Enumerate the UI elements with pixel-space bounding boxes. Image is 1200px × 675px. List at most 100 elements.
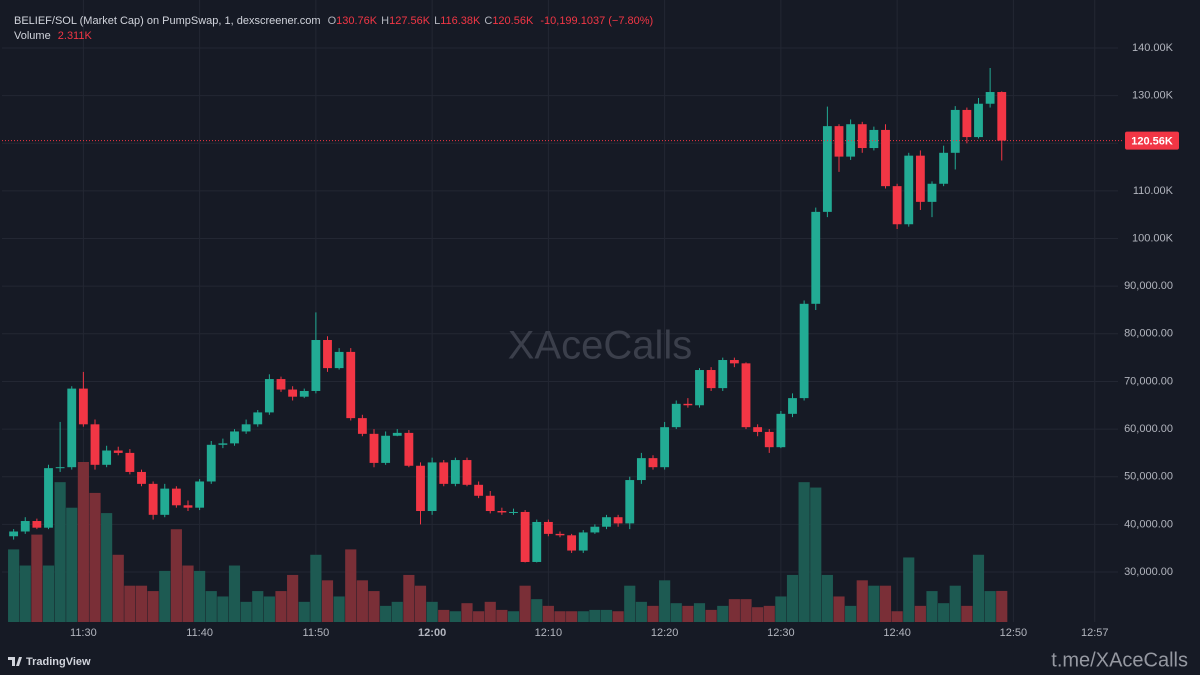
volume-bar xyxy=(496,609,508,622)
candle-body xyxy=(846,124,856,157)
candle-body xyxy=(788,398,797,414)
volume-bar xyxy=(670,603,682,622)
ohlc-value: 120.56K xyxy=(492,15,534,27)
watermark: XAceCalls xyxy=(508,324,693,368)
volume-bar xyxy=(414,585,427,622)
y-tick-label: 50,000.00 xyxy=(1124,471,1173,483)
candle-body xyxy=(206,444,216,482)
volume-bar xyxy=(112,554,124,622)
ohlc-key: H xyxy=(381,15,390,27)
candle-body xyxy=(915,155,925,202)
volume-value: 2.311K xyxy=(57,30,92,42)
candle-body xyxy=(195,481,205,508)
candle-body xyxy=(32,521,42,528)
legend-line-1: BELIEF/SOL (Market Cap) on PumpSwap, 1, … xyxy=(14,14,653,29)
candle-body xyxy=(497,511,507,513)
candle-body xyxy=(148,483,158,515)
volume-bar xyxy=(321,580,334,622)
volume-bar xyxy=(77,462,89,622)
volume-bar xyxy=(717,605,729,622)
ohlc-key: O xyxy=(327,15,337,27)
y-tick-label: 40,000.00 xyxy=(1124,518,1173,530)
volume-bar xyxy=(705,609,717,622)
candle-body xyxy=(20,521,30,532)
volume-bar xyxy=(728,599,740,622)
volume-bar xyxy=(577,611,589,622)
candle-body xyxy=(381,435,391,463)
x-tick-label: 11:50 xyxy=(303,627,330,639)
volume-bar xyxy=(124,585,136,622)
logo-icon xyxy=(8,657,22,666)
ohlc-key: C xyxy=(484,15,493,27)
volume-bar xyxy=(182,565,194,622)
candle-body xyxy=(706,370,716,389)
ohlc-value: 127.56K xyxy=(389,15,431,27)
volume-bar xyxy=(461,603,473,622)
candle-body xyxy=(578,532,588,551)
footer-link: t.me/XAceCalls xyxy=(1051,649,1188,671)
candle-body xyxy=(357,418,367,434)
candle-body xyxy=(346,351,356,419)
volume-bar xyxy=(217,596,229,622)
candle-body xyxy=(299,390,309,397)
candle-body xyxy=(241,424,251,432)
volume-bar xyxy=(101,513,113,622)
candle-body xyxy=(857,124,867,149)
volume-bar xyxy=(972,554,985,622)
x-tick-label: 12:10 xyxy=(535,627,563,639)
candle-body xyxy=(450,460,460,484)
candle-body xyxy=(811,211,821,304)
volume-bar xyxy=(54,482,66,622)
volume-bar xyxy=(8,549,20,622)
y-tick-label: 130.00K xyxy=(1132,90,1174,102)
volume-bar xyxy=(89,492,101,622)
volume-bar xyxy=(554,611,566,622)
volume-bar xyxy=(856,580,868,622)
candle-body xyxy=(799,303,809,399)
candle-body xyxy=(695,370,704,406)
candle-body xyxy=(230,431,239,444)
volume-bar xyxy=(403,574,415,622)
ohlc-value: 130.76K xyxy=(336,15,378,27)
candle-body xyxy=(671,403,681,428)
volume-bar xyxy=(240,601,252,622)
change: -10,199.1037 (−7.80%) xyxy=(540,15,654,27)
candle-body xyxy=(125,452,135,472)
volume-bar xyxy=(600,609,613,622)
candle-body xyxy=(404,432,414,466)
candle-body xyxy=(776,413,786,448)
volume-bar xyxy=(984,591,996,622)
candle-body xyxy=(753,427,763,432)
candle-body xyxy=(567,535,577,551)
y-tick-label: 100.00K xyxy=(1132,232,1174,244)
last-price-label: 120.56K xyxy=(1131,136,1173,148)
y-tick-label: 30,000.00 xyxy=(1124,566,1173,578)
candle-body xyxy=(822,126,832,212)
candle-body xyxy=(160,488,170,515)
volume-bar xyxy=(763,605,775,622)
legend-line-2: Volume 2.311K xyxy=(14,29,653,44)
volume-bar xyxy=(879,585,892,622)
volume-bar xyxy=(333,596,345,622)
candle-body xyxy=(555,533,565,536)
ohlc-key: L xyxy=(434,15,441,27)
candle-body xyxy=(718,360,728,389)
candle-body xyxy=(288,389,298,397)
ohlc: O130.76K H127.56K L116.38K C120.56K xyxy=(324,15,534,27)
candle-body xyxy=(462,460,472,485)
candle-body xyxy=(9,531,19,537)
volume-bar xyxy=(786,574,799,622)
candle-body xyxy=(939,152,949,184)
volume-bar xyxy=(484,601,496,622)
candle-body xyxy=(183,505,193,508)
volume-bar xyxy=(356,580,368,622)
y-tick-label: 70,000.00 xyxy=(1124,375,1173,387)
volume-bar xyxy=(449,611,461,622)
volume-bar xyxy=(647,605,659,622)
candle-body xyxy=(311,340,321,391)
volume-bar xyxy=(821,574,833,622)
candle-body xyxy=(613,517,623,524)
volume-bar xyxy=(903,557,915,622)
volume-bar xyxy=(659,580,671,622)
volume-bar xyxy=(519,585,531,622)
